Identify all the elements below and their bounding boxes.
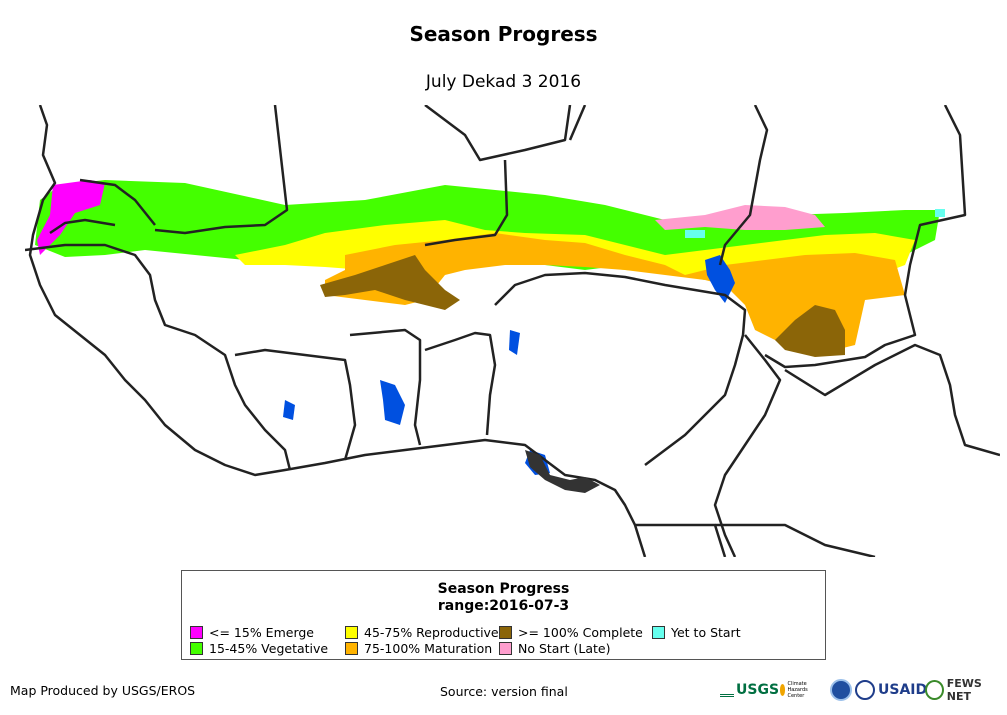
source-note: Source: version final	[440, 684, 568, 699]
band-yet-to-start	[685, 230, 705, 238]
band-maturation	[325, 233, 905, 355]
noaa-logo	[830, 678, 852, 702]
swatch-vegetative	[190, 642, 203, 655]
band-complete-west	[320, 255, 460, 310]
legend-box: Season Progress range:2016-07-3 <= 15% E…	[181, 570, 826, 660]
swatch-yet-to-start	[652, 626, 665, 639]
band-no-start	[655, 205, 825, 230]
legend-range: range:2016-07-3	[437, 598, 570, 614]
legend-items: <= 15% Emerge 15-45% Vegetative 45-75% R…	[190, 626, 819, 660]
usgs-wave-icon	[720, 684, 734, 697]
swatch-complete	[499, 626, 512, 639]
swatch-no-start	[499, 642, 512, 655]
legend-item-complete: >= 100% Complete	[499, 626, 643, 640]
progress-bands	[35, 180, 945, 475]
legend-item-vegetative: 15-45% Vegetative	[190, 642, 328, 656]
swatch-reproductive	[345, 626, 358, 639]
legend-item-no-start: No Start (Late)	[499, 642, 610, 656]
season-progress-map	[25, 105, 1000, 557]
swatch-emerge	[190, 626, 203, 639]
legend-item-yet-to-start: Yet to Start	[652, 626, 741, 640]
swatch-maturation	[345, 642, 358, 655]
globe-icon	[925, 680, 944, 700]
fews-net-logo: FEWS NET	[925, 677, 1005, 703]
noaa-icon	[830, 679, 852, 701]
usgs-logo: USGS	[720, 678, 779, 702]
map-title: Season Progress	[409, 22, 598, 46]
drop-icon	[780, 684, 786, 696]
legend-item-reproductive: 45-75% Reproductive	[345, 626, 499, 640]
legend-item-emerge: <= 15% Emerge	[190, 626, 314, 640]
map-subtitle: July Dekad 3 2016	[425, 72, 582, 92]
legend-title: Season Progress	[437, 581, 570, 597]
band-complete-east	[775, 305, 845, 357]
country-borders	[25, 105, 1000, 557]
usaid-seal-icon	[855, 680, 875, 700]
produced-by: Map Produced by USGS/EROS	[10, 683, 196, 698]
coast-highlight	[525, 450, 600, 493]
chc-logo: Climate Hazards Center	[780, 678, 820, 702]
partner-logos: USGS Climate Hazards Center USAID FEWS N…	[720, 677, 1005, 703]
usaid-logo: USAID	[855, 678, 927, 702]
lake-chad	[705, 255, 735, 303]
legend-item-maturation: 75-100% Maturation	[345, 642, 492, 656]
band-emerge	[37, 180, 105, 255]
